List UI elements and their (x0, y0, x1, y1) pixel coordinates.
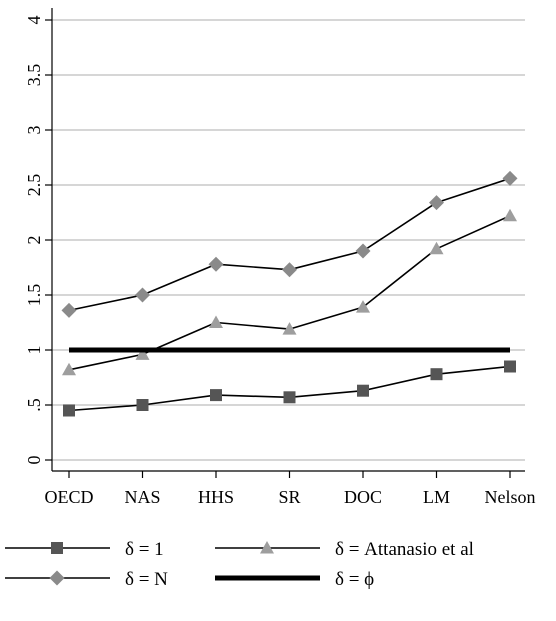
data-point (282, 322, 297, 335)
data-point (502, 170, 518, 186)
data-point (208, 256, 224, 272)
legend-item-3: δ = ϕ (215, 569, 374, 590)
y-axis: 0 .5 1 1.5 2 2.5 3 3.5 4 (24, 8, 53, 471)
series-line (68, 365, 511, 412)
series-line (68, 177, 511, 312)
y-tick-label: 4 (24, 16, 44, 25)
y-tick-label: 1.5 (24, 284, 44, 307)
data-point (61, 302, 77, 318)
data-point (63, 404, 75, 417)
data-point (209, 315, 223, 328)
y-tick-label: 1 (24, 346, 44, 355)
x-tick-label: OECD (45, 487, 94, 507)
data-point (136, 399, 149, 411)
data-point (355, 243, 371, 259)
x-axis: OECD NAS HHS SR DOC LM Nelson (45, 470, 536, 507)
data-point (430, 368, 443, 381)
data-point (282, 262, 297, 278)
x-tick-label: SR (278, 487, 300, 507)
legend-swatch-marker (260, 541, 274, 554)
data-point (357, 384, 369, 397)
series-2 (61, 170, 518, 318)
data-point (356, 300, 370, 313)
series-1 (62, 208, 517, 376)
data-point (135, 347, 150, 360)
legend-label: δ = N (125, 569, 168, 590)
y-tick-label: .5 (24, 398, 44, 412)
y-tick-label: 3.5 (24, 64, 44, 87)
data-point (429, 195, 444, 211)
legend-item-0: δ = 1 (5, 539, 164, 560)
legend: δ = 1 δ = Attanasio et al δ = N δ = ϕ (5, 539, 474, 590)
y-tick-label: 3 (24, 126, 44, 135)
data-point (135, 287, 150, 303)
x-tick-label: Nelson (485, 487, 536, 507)
x-tick-label: HHS (198, 487, 234, 507)
series-layer (61, 170, 518, 417)
data-point (283, 391, 296, 404)
legend-label: δ = 1 (125, 539, 164, 560)
data-point (504, 360, 516, 373)
x-tick-label: LM (423, 487, 450, 507)
x-tick-label: NAS (124, 487, 160, 507)
data-point (503, 208, 517, 222)
legend-label: δ = Attanasio et al (335, 539, 474, 560)
legend-item-2: δ = N (5, 569, 168, 590)
legend-label: δ = ϕ (335, 569, 374, 590)
legend-swatch-marker (51, 542, 63, 554)
y-tick-label: 0 (24, 456, 44, 465)
legend-item-1: δ = Attanasio et al (215, 539, 474, 560)
data-point (62, 362, 76, 376)
legend-swatch-marker (49, 570, 65, 586)
y-tick-label: 2.5 (24, 174, 44, 197)
series-0 (63, 360, 516, 417)
data-point (429, 241, 444, 255)
x-tick-label: DOC (344, 487, 382, 507)
data-point (210, 389, 222, 402)
series-line (68, 215, 511, 371)
y-tick-label: 2 (24, 236, 44, 245)
